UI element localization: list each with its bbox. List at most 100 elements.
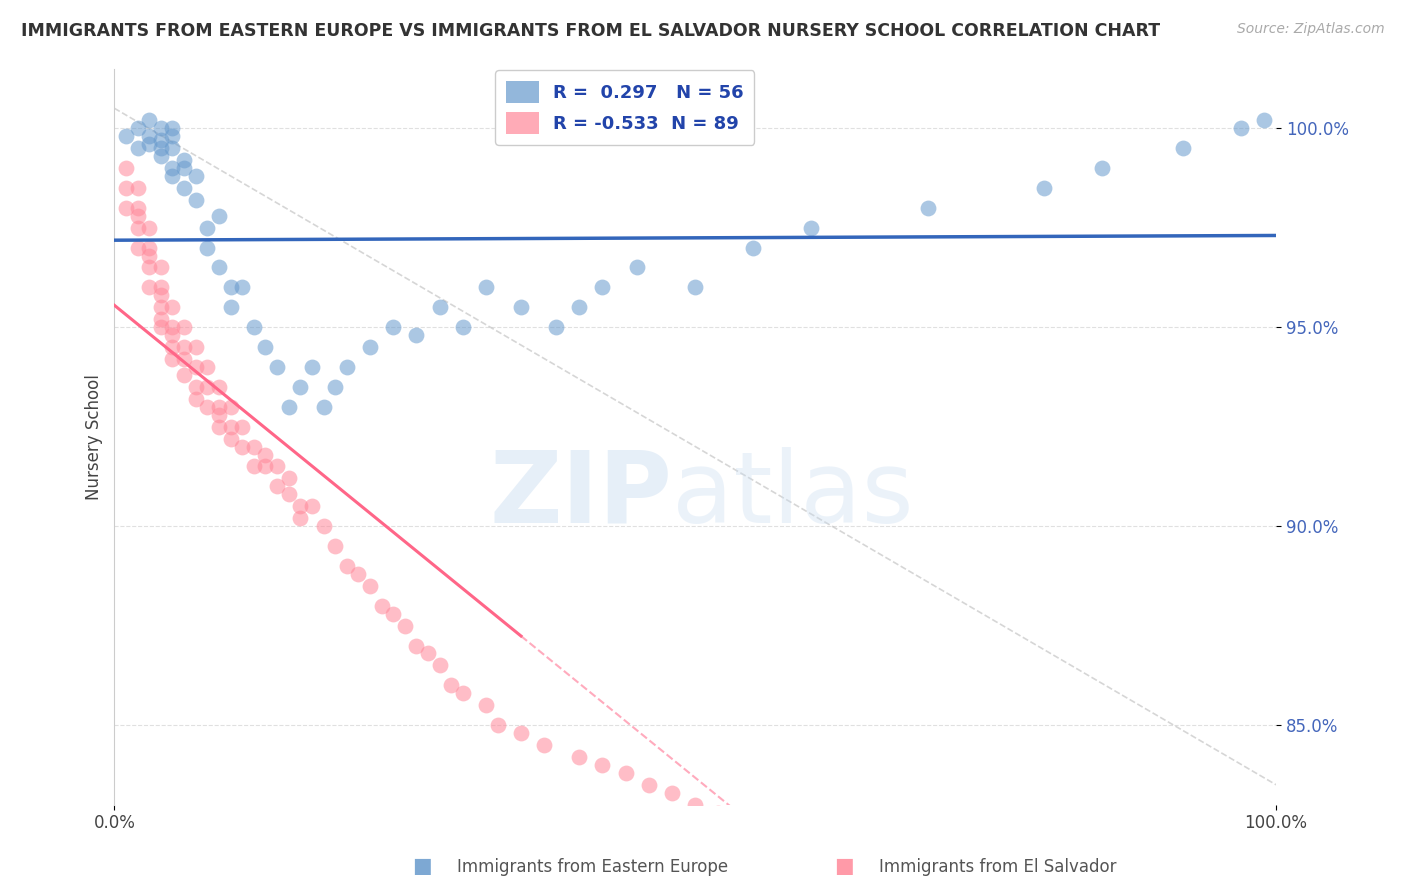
Point bbox=[184, 193, 207, 207]
Point bbox=[858, 857, 880, 871]
Point bbox=[149, 121, 172, 136]
Point bbox=[208, 419, 231, 434]
Point bbox=[533, 738, 555, 752]
Point bbox=[974, 885, 997, 892]
Point bbox=[162, 320, 184, 334]
Y-axis label: Nursery School: Nursery School bbox=[86, 374, 103, 500]
Point bbox=[591, 280, 613, 294]
Point bbox=[173, 161, 195, 175]
Point bbox=[243, 320, 266, 334]
Point bbox=[195, 400, 218, 414]
Point bbox=[219, 432, 242, 446]
Point bbox=[800, 838, 823, 852]
Text: Source: ZipAtlas.com: Source: ZipAtlas.com bbox=[1237, 22, 1385, 37]
Legend: R =  0.297   N = 56, R = -0.533  N = 89: R = 0.297 N = 56, R = -0.533 N = 89 bbox=[495, 70, 755, 145]
Point bbox=[277, 471, 299, 485]
Point bbox=[173, 153, 195, 167]
Point bbox=[138, 280, 160, 294]
Point bbox=[440, 678, 463, 692]
Point bbox=[231, 440, 253, 454]
Point bbox=[149, 288, 172, 302]
Point bbox=[138, 260, 160, 275]
Point bbox=[195, 380, 218, 394]
Point bbox=[219, 280, 242, 294]
Point bbox=[835, 846, 858, 860]
Point bbox=[742, 817, 765, 831]
Point bbox=[162, 300, 184, 314]
Point bbox=[162, 129, 184, 144]
Point bbox=[405, 639, 427, 653]
Text: ■: ■ bbox=[834, 856, 853, 876]
Point bbox=[683, 280, 706, 294]
Point bbox=[266, 459, 288, 474]
Point bbox=[219, 400, 242, 414]
Point bbox=[1032, 181, 1054, 195]
Point bbox=[184, 340, 207, 354]
Point bbox=[149, 133, 172, 147]
Point bbox=[1173, 141, 1195, 155]
Point bbox=[359, 579, 381, 593]
Point bbox=[231, 280, 253, 294]
Point bbox=[336, 558, 359, 573]
Point bbox=[127, 241, 149, 255]
Point bbox=[208, 400, 231, 414]
Point bbox=[162, 340, 184, 354]
Point bbox=[323, 380, 346, 394]
Point bbox=[1091, 161, 1114, 175]
Point bbox=[115, 129, 138, 144]
Point bbox=[451, 686, 474, 700]
Point bbox=[149, 312, 172, 326]
Point bbox=[149, 141, 172, 155]
Point bbox=[1253, 113, 1275, 128]
Point bbox=[138, 241, 160, 255]
Point bbox=[115, 161, 138, 175]
Point bbox=[707, 805, 730, 820]
Point bbox=[614, 765, 637, 780]
Point bbox=[195, 241, 218, 255]
Point bbox=[800, 220, 823, 235]
Point bbox=[591, 757, 613, 772]
Point bbox=[184, 169, 207, 183]
Point bbox=[277, 400, 299, 414]
Text: ZIP: ZIP bbox=[489, 447, 672, 544]
Point bbox=[138, 113, 160, 128]
Point bbox=[219, 300, 242, 314]
Point bbox=[544, 320, 567, 334]
Point bbox=[162, 328, 184, 343]
Point bbox=[1230, 121, 1253, 136]
Point bbox=[290, 380, 312, 394]
Point bbox=[184, 359, 207, 374]
Point bbox=[138, 220, 160, 235]
Point bbox=[127, 209, 149, 223]
Point bbox=[429, 658, 451, 673]
Point bbox=[778, 830, 800, 844]
Point bbox=[243, 459, 266, 474]
Point bbox=[382, 607, 405, 621]
Point bbox=[195, 359, 218, 374]
Point bbox=[323, 539, 346, 553]
Point bbox=[115, 201, 138, 215]
Text: ■: ■ bbox=[412, 856, 432, 876]
Point bbox=[173, 181, 195, 195]
Point bbox=[208, 260, 231, 275]
Point bbox=[312, 400, 335, 414]
Point bbox=[510, 726, 533, 740]
Point bbox=[173, 320, 195, 334]
Point bbox=[416, 647, 439, 661]
Text: IMMIGRANTS FROM EASTERN EUROPE VS IMMIGRANTS FROM EL SALVADOR NURSERY SCHOOL COR: IMMIGRANTS FROM EASTERN EUROPE VS IMMIGR… bbox=[21, 22, 1160, 40]
Point bbox=[149, 149, 172, 163]
Point bbox=[301, 500, 323, 514]
Point bbox=[173, 368, 195, 382]
Point bbox=[451, 320, 474, 334]
Point bbox=[127, 141, 149, 155]
Point bbox=[301, 359, 323, 374]
Point bbox=[208, 209, 231, 223]
Point bbox=[184, 380, 207, 394]
Point bbox=[149, 280, 172, 294]
Point bbox=[312, 519, 335, 533]
Text: atlas: atlas bbox=[672, 447, 914, 544]
Point bbox=[917, 201, 939, 215]
Point bbox=[370, 599, 392, 613]
Point bbox=[195, 220, 218, 235]
Point bbox=[149, 300, 172, 314]
